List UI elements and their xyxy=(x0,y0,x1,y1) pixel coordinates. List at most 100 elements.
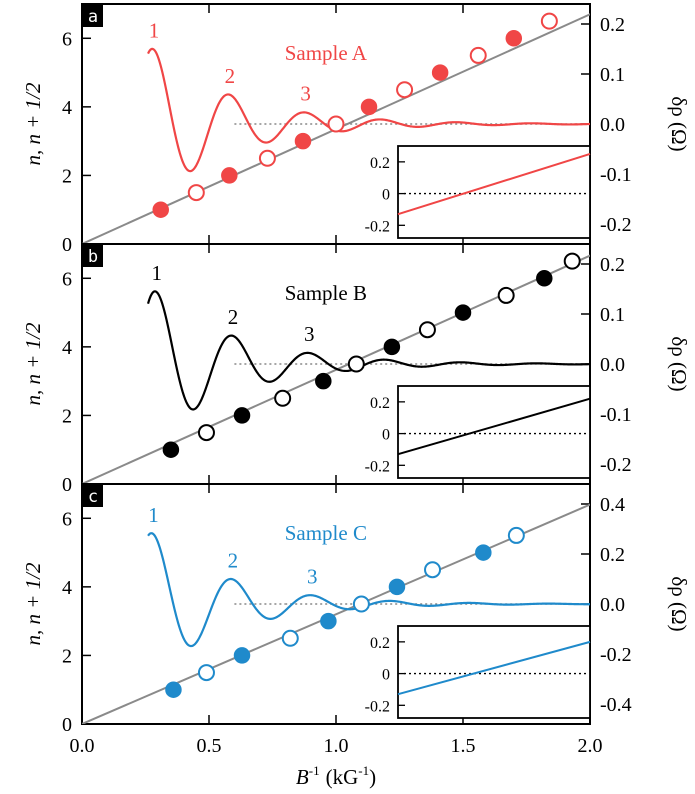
sample-label: Sample C xyxy=(285,521,367,545)
inset-tick-label: -0.2 xyxy=(365,698,390,715)
peak-label: 3 xyxy=(300,81,311,105)
filled-point xyxy=(383,338,401,356)
plot-area xyxy=(82,503,590,724)
inset-tick-label: -0.2 xyxy=(365,458,390,475)
plot-area xyxy=(82,12,590,244)
left-axis-label: n, n + 1/2 xyxy=(21,562,45,646)
inset-frame xyxy=(397,385,591,479)
left-tick-label: 4 xyxy=(62,577,72,599)
right-tick-label: -0.1 xyxy=(600,404,632,426)
inset-frame xyxy=(397,625,591,719)
inset-tick-label: 0 xyxy=(382,187,390,204)
left-tick-label: 4 xyxy=(62,337,72,359)
right-tick-label: -0.4 xyxy=(600,694,632,716)
open-point xyxy=(418,321,436,339)
x-axis-label-unit-sup: -1 xyxy=(358,763,369,778)
peak-label: 3 xyxy=(304,322,315,346)
x-axis-label-var: B xyxy=(296,765,309,789)
x-tick-label: 1.0 xyxy=(324,735,349,757)
peak-label: 3 xyxy=(307,564,318,588)
left-axis-label: n, n + 1/2 xyxy=(21,82,45,166)
right-tick-label: -0.2 xyxy=(600,454,632,476)
open-point xyxy=(197,424,215,442)
left-tick-label: 4 xyxy=(62,97,72,119)
right-tick-label: 0.0 xyxy=(600,594,625,616)
left-tick-label: 6 xyxy=(62,508,72,530)
left-tick-label: 6 xyxy=(62,28,72,50)
left-tick-label: 0 xyxy=(62,714,72,736)
inset-tick-label: 0.2 xyxy=(370,635,390,652)
open-point xyxy=(258,149,276,167)
inset-tick-label: 0.2 xyxy=(370,155,390,172)
panel-tag: b xyxy=(88,247,98,267)
filled-point xyxy=(294,132,312,150)
open-point xyxy=(540,12,558,30)
inset-line xyxy=(397,640,591,696)
right-tick-label: 0.1 xyxy=(600,304,625,326)
filled-point xyxy=(320,612,337,630)
filled-point xyxy=(388,578,406,596)
filled-point xyxy=(431,64,449,81)
filled-point xyxy=(162,441,180,458)
open-point xyxy=(327,115,345,133)
inset: 0.2 0 -0.2 xyxy=(365,145,591,239)
panel-c: c 0 2 4 6 -0.4 -0.2 0.0 0.2 0.4 Sample C 1 2 3 0.2 0 -0.… xyxy=(62,483,632,736)
x-axis-label-sup: -1 xyxy=(309,763,320,778)
peak-label: 2 xyxy=(225,64,236,88)
left-tick-label: 0 xyxy=(62,234,72,256)
right-axis-label: δρ (Ω) xyxy=(667,96,691,151)
right-tick-label: 0.2 xyxy=(600,544,625,566)
right-tick-label: 0.4 xyxy=(600,494,625,516)
left-tick-label: 6 xyxy=(62,268,72,290)
x-tick-label: 0.0 xyxy=(70,735,95,757)
panel-tag: a xyxy=(88,7,98,27)
inset: 0.2 0 -0.2 xyxy=(365,385,591,479)
peak-label: 2 xyxy=(228,305,239,329)
filled-point xyxy=(152,201,169,218)
right-tick-label: 0.2 xyxy=(600,14,625,36)
inset-line xyxy=(397,152,591,216)
open-point xyxy=(347,355,365,373)
filled-point xyxy=(454,304,472,321)
right-tick-label: -0.2 xyxy=(600,644,632,666)
panel-tag: c xyxy=(88,487,98,507)
x-tick-label: 2.0 xyxy=(578,735,603,757)
peak-label: 2 xyxy=(228,548,239,572)
open-point xyxy=(497,286,515,304)
open-point xyxy=(197,664,215,682)
right-axis-label: δρ (Ω) xyxy=(667,336,691,391)
filled-point xyxy=(165,681,182,698)
inset-tick-label: 0 xyxy=(382,427,390,444)
right-tick-label: -0.2 xyxy=(600,214,632,236)
open-point xyxy=(563,252,581,270)
right-axis-label: δρ (Ω) xyxy=(667,576,691,631)
open-point xyxy=(274,389,292,407)
filled-point xyxy=(505,30,523,47)
panel-b: b 0 2 4 6 -0.2 -0.1 0.0 0.1 0.2 Sample B 1 2 3 0.2 0 -0.… xyxy=(62,243,632,496)
open-point xyxy=(507,526,525,544)
oscillation-trace xyxy=(147,47,590,173)
sample-label: Sample B xyxy=(285,281,367,305)
left-tick-label: 0 xyxy=(62,474,72,496)
right-tick-label: 0.2 xyxy=(600,254,625,276)
panel-a: a 0 2 4 6 -0.2 -0.1 0.0 0.1 0.2 Sample A 1 2 3 0.2 0 -0.… xyxy=(62,3,632,256)
right-tick-label: 0.1 xyxy=(600,64,625,86)
open-point xyxy=(424,561,442,579)
fan-line xyxy=(82,13,590,244)
inset: 0.2 0 -0.2 xyxy=(365,625,591,719)
x-axis-label-unit: (kG xyxy=(326,765,359,789)
inset-tick-label: 0.2 xyxy=(370,395,390,412)
peak-label: 1 xyxy=(152,261,163,285)
x-tick-label: 1.5 xyxy=(451,735,476,757)
right-tick-label: -0.1 xyxy=(600,164,632,186)
open-point xyxy=(396,81,414,99)
inset-tick-label: -0.2 xyxy=(365,218,390,235)
filled-point xyxy=(233,407,251,424)
oscillation-trace xyxy=(146,290,590,411)
left-tick-label: 2 xyxy=(62,405,72,427)
filled-point xyxy=(536,270,553,287)
peak-label: 1 xyxy=(149,19,160,43)
left-tick-label: 2 xyxy=(62,165,72,187)
right-tick-label: 0.0 xyxy=(600,114,625,136)
right-tick-label: 0.0 xyxy=(600,354,625,376)
